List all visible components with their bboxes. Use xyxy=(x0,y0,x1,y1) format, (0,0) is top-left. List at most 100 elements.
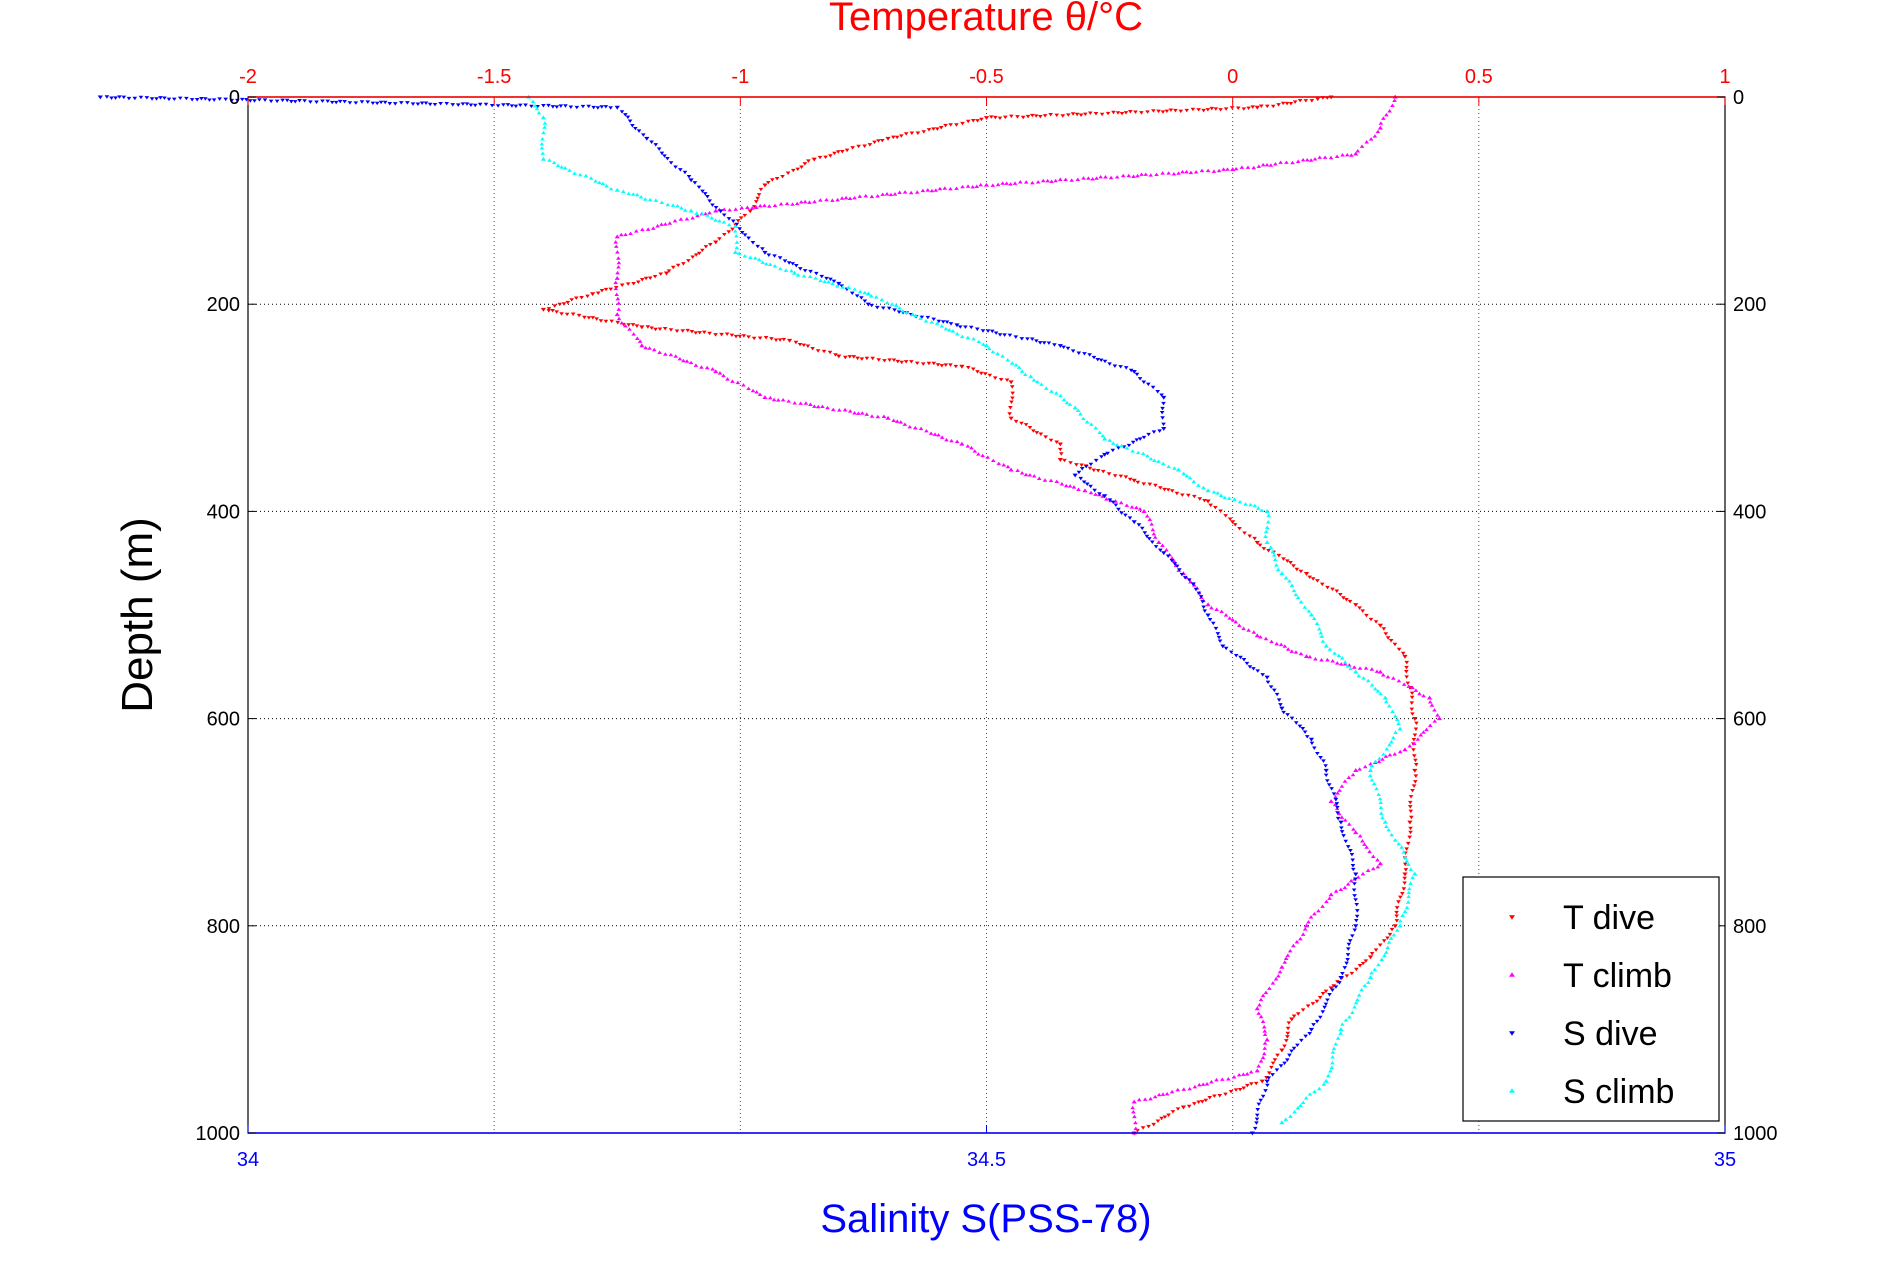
data-point xyxy=(1394,919,1400,923)
data-point xyxy=(1159,1116,1164,1121)
data-point xyxy=(1160,1092,1166,1096)
data-point xyxy=(1375,864,1381,869)
data-point xyxy=(628,231,633,236)
data-point xyxy=(1015,115,1020,119)
data-point xyxy=(1427,695,1433,700)
data-point xyxy=(851,355,857,359)
data-point xyxy=(1355,149,1361,153)
data-point xyxy=(839,284,845,288)
data-point xyxy=(337,99,343,104)
data-point xyxy=(378,100,384,105)
data-point xyxy=(1279,571,1285,576)
data-point xyxy=(1285,953,1291,957)
data-point xyxy=(1376,792,1382,797)
data-point xyxy=(686,259,691,263)
data-point xyxy=(1205,613,1211,618)
data-point xyxy=(1278,1064,1284,1068)
data-point xyxy=(1061,397,1067,402)
data-point xyxy=(647,276,653,280)
data-point xyxy=(697,331,703,335)
data-point xyxy=(1119,511,1124,515)
data-point xyxy=(876,358,882,362)
data-point xyxy=(768,395,773,400)
data-point xyxy=(1067,402,1073,406)
data-point xyxy=(1345,845,1351,849)
data-point xyxy=(1107,498,1113,502)
data-point xyxy=(1008,467,1014,472)
data-point xyxy=(659,200,665,204)
data-point xyxy=(1406,894,1411,899)
data-point xyxy=(1410,685,1415,690)
data-point xyxy=(625,282,631,286)
data-point xyxy=(653,198,659,202)
data-point xyxy=(918,426,924,431)
data-point xyxy=(929,188,935,193)
data-point xyxy=(1292,1109,1297,1114)
data-point xyxy=(1305,1004,1311,1008)
data-point xyxy=(1359,987,1364,992)
data-point xyxy=(1205,488,1211,493)
data-point xyxy=(1394,928,1400,932)
y-axis-tick-label-right: 1000 xyxy=(1733,1123,1778,1145)
data-point xyxy=(935,363,941,367)
data-point xyxy=(1412,717,1418,721)
data-point xyxy=(603,105,609,109)
data-point xyxy=(695,213,700,218)
data-point xyxy=(718,209,724,214)
data-point xyxy=(1244,1072,1250,1076)
data-point xyxy=(1229,106,1235,110)
data-point xyxy=(613,240,618,244)
data-point xyxy=(735,380,741,385)
data-point xyxy=(597,180,602,185)
data-point xyxy=(969,445,974,450)
data-point xyxy=(1400,651,1406,656)
legend-label: T climb xyxy=(1563,957,1672,995)
data-point xyxy=(888,192,894,197)
data-point xyxy=(670,203,676,207)
data-point xyxy=(1131,174,1136,178)
data-point xyxy=(983,116,990,121)
data-point xyxy=(688,178,694,183)
data-point xyxy=(1397,923,1403,928)
data-point xyxy=(1095,357,1101,362)
data-point xyxy=(634,192,640,197)
data-point xyxy=(1266,1076,1272,1080)
data-point xyxy=(1300,157,1306,162)
data-point xyxy=(1404,675,1409,679)
data-point xyxy=(1353,898,1358,902)
data-point xyxy=(1145,110,1150,114)
top-axis-tick-label: -2 xyxy=(239,66,257,88)
data-point xyxy=(920,362,926,366)
data-point xyxy=(696,251,702,256)
data-point xyxy=(1387,752,1393,757)
data-point xyxy=(719,332,724,337)
data-point xyxy=(1323,1078,1329,1083)
data-point xyxy=(880,306,886,310)
data-point xyxy=(950,329,956,333)
data-point xyxy=(1354,967,1359,972)
data-point xyxy=(1323,768,1329,773)
data-point xyxy=(1357,666,1363,670)
data-point xyxy=(1347,599,1353,604)
data-point xyxy=(766,180,771,185)
data-point xyxy=(1342,818,1348,822)
data-point xyxy=(879,297,885,302)
top-axis-tick-label: -0.5 xyxy=(969,66,1003,88)
data-point xyxy=(684,359,690,363)
data-point xyxy=(1263,534,1268,538)
data-point xyxy=(567,168,572,172)
data-point xyxy=(1169,1089,1175,1094)
data-point xyxy=(1363,959,1369,963)
data-point xyxy=(835,197,840,202)
data-point xyxy=(1295,1106,1301,1110)
data-point xyxy=(1279,1048,1285,1053)
data-point xyxy=(958,325,963,329)
data-point xyxy=(1253,1081,1259,1086)
data-point xyxy=(542,125,547,129)
data-point xyxy=(1368,617,1374,622)
data-point xyxy=(1360,871,1366,876)
data-point xyxy=(1380,815,1385,820)
data-point xyxy=(862,144,867,148)
data-point xyxy=(1289,1017,1295,1022)
data-point xyxy=(990,329,995,334)
